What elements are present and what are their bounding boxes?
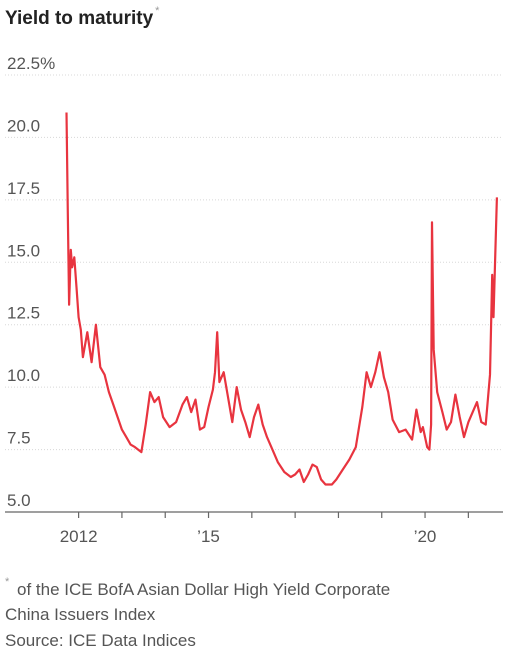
y-tick-label: 17.5 <box>7 179 40 198</box>
y-tick-label: 12.5 <box>7 304 40 323</box>
y-tick-label: 10.0 <box>7 366 40 385</box>
chart-title: Yield to maturity <box>5 8 154 29</box>
x-tick-label: 2012 <box>60 527 98 546</box>
series-line <box>65 112 498 486</box>
footnote: China Issuers Index <box>5 605 156 624</box>
footnote: of the ICE BofA Asian Dollar High Yield … <box>17 580 390 599</box>
y-tick-label: 7.5 <box>7 429 31 448</box>
y-tick-label: 22.5% <box>7 54 55 73</box>
y-tick-label: 15.0 <box>7 241 40 260</box>
source: Source: ICE Data Indices <box>5 631 196 650</box>
y-tick-label: 5.0 <box>7 491 31 510</box>
x-tick-label: ’15 <box>197 527 220 546</box>
title-marker: * <box>155 5 160 17</box>
y-tick-label: 20.0 <box>7 116 40 135</box>
x-tick-label: ’20 <box>414 527 437 546</box>
footnote-marker: * <box>5 576 10 588</box>
